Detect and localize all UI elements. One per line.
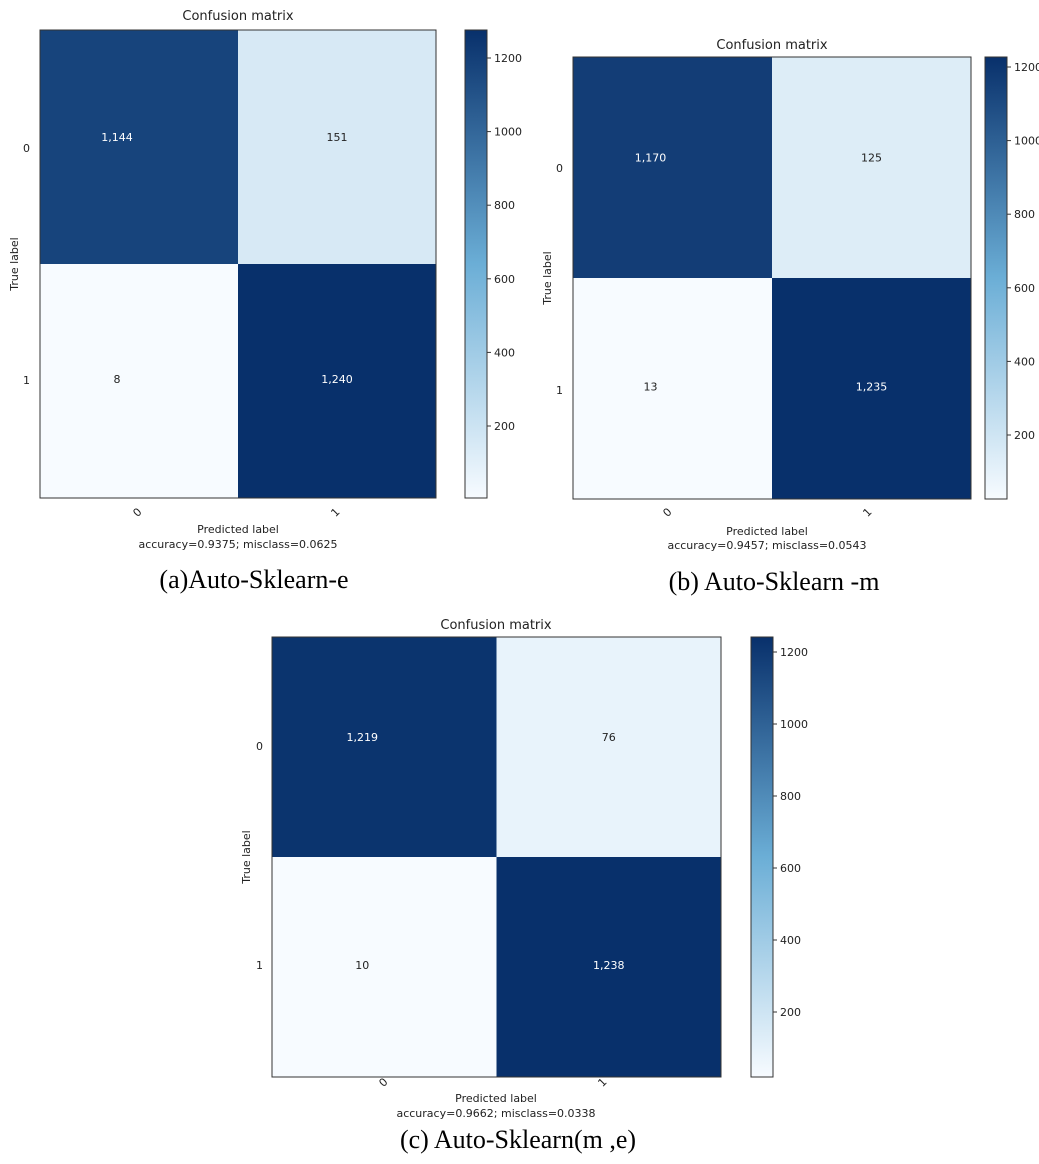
panel-caption: (c) Auto-Sklearn(m ,e) (400, 1125, 636, 1154)
colorbar-tick-label: 200 (780, 1006, 801, 1019)
y-axis-label: True label (541, 251, 554, 305)
matrix-cell-r1-c1 (238, 264, 436, 498)
x-tick-label: 1 (328, 505, 342, 519)
x-axis-label: Predicted label (726, 525, 808, 538)
colorbar-tick-label: 800 (780, 790, 801, 803)
colorbar-tick-label: 400 (1014, 355, 1035, 368)
colorbar-tick-label: 1200 (494, 52, 522, 65)
colorbar-tick-label: 200 (494, 420, 515, 433)
x-tick-label: 1 (860, 505, 874, 519)
confusion-matrix-panel-1: Confusion matrix 1,170 125 13 1,235 0 1 0 1 True … (541, 38, 1039, 596)
cell-value-label: 76 (602, 731, 616, 744)
y-tick-label: 1 (556, 384, 563, 397)
y-tick-label: 0 (23, 142, 30, 155)
colorbar-tick-label: 1000 (780, 718, 808, 731)
cell-value-label: 13 (644, 381, 658, 394)
cell-value-label: 1,238 (593, 959, 625, 972)
cell-value-label: 8 (114, 373, 121, 386)
y-axis-label: True label (8, 237, 21, 291)
colorbar-tick-label: 200 (1014, 429, 1035, 442)
panel-caption: (b) Auto-Sklearn -m (669, 567, 880, 596)
chart-title: Confusion matrix (182, 9, 293, 24)
colorbar (464, 29, 488, 499)
matrix-cell-r0-c1 (496, 637, 721, 857)
matrix-cell-r0-c0 (40, 30, 238, 264)
matrix-cell-r0-c1 (772, 57, 971, 278)
x-tick-label: 0 (130, 505, 144, 519)
colorbar-tick-label: 1000 (1014, 135, 1039, 148)
y-tick-label: 1 (256, 959, 263, 972)
cell-value-label: 10 (355, 959, 369, 972)
matrix-cell-r0-c1 (238, 30, 436, 264)
accuracy-stats-line: accuracy=0.9457; misclass=0.0543 (667, 539, 866, 552)
matrix-cell-r1-c0 (40, 264, 238, 498)
x-axis-label: Predicted label (455, 1092, 537, 1105)
chart-title: Confusion matrix (716, 38, 827, 53)
colorbar-tick-label: 600 (1014, 282, 1035, 295)
confusion-matrix-panel-0: Confusion matrix 1,144 151 8 1,240 0 1 0 1 True l… (8, 9, 522, 594)
cell-value-label: 1,144 (101, 131, 133, 144)
colorbar-tick-label: 1200 (780, 646, 808, 659)
matrix-cell-r0-c0 (573, 57, 772, 278)
colorbar-tick-label: 800 (494, 199, 515, 212)
matrix-cell-r1-c0 (272, 857, 497, 1077)
colorbar-tick-label: 600 (494, 273, 515, 286)
x-tick-label: 1 (595, 1075, 609, 1089)
x-tick-label: 0 (376, 1075, 390, 1089)
cell-value-label: 125 (861, 152, 882, 165)
cell-value-label: 1,235 (856, 381, 888, 394)
colorbar-tick-label: 1200 (1014, 61, 1039, 74)
matrix-cell-r1-c0 (573, 278, 772, 499)
y-tick-label: 1 (23, 374, 30, 387)
plot-frame (271, 636, 722, 1078)
cell-value-label: 1,240 (321, 373, 353, 386)
cell-value-label: 151 (327, 131, 348, 144)
cell-value-label: 1,219 (347, 731, 379, 744)
accuracy-stats-line: accuracy=0.9662; misclass=0.0338 (396, 1107, 595, 1120)
chart-title: Confusion matrix (440, 618, 551, 633)
plot-frame (572, 56, 972, 500)
x-tick-label: 0 (660, 505, 674, 519)
colorbar (984, 56, 1008, 500)
colorbar (750, 636, 774, 1078)
colorbar-tick-label: 800 (1014, 208, 1035, 221)
colorbar-tick-label: 400 (780, 934, 801, 947)
matrix-cell-r0-c0 (272, 637, 497, 857)
panel-caption: (a)Auto-Sklearn-e (159, 565, 348, 594)
y-tick-label: 0 (256, 740, 263, 753)
plot-frame (39, 29, 437, 499)
y-axis-label: True label (240, 830, 253, 884)
colorbar-tick-label: 1000 (494, 126, 522, 139)
cell-value-label: 1,170 (635, 152, 667, 165)
colorbar-tick-label: 600 (780, 862, 801, 875)
colorbar-tick-label: 400 (494, 346, 515, 359)
x-axis-label: Predicted label (197, 523, 279, 536)
matrix-cell-r1-c1 (496, 857, 721, 1077)
matrix-cell-r1-c1 (772, 278, 971, 499)
y-tick-label: 0 (556, 162, 563, 175)
accuracy-stats-line: accuracy=0.9375; misclass=0.0625 (138, 538, 337, 551)
